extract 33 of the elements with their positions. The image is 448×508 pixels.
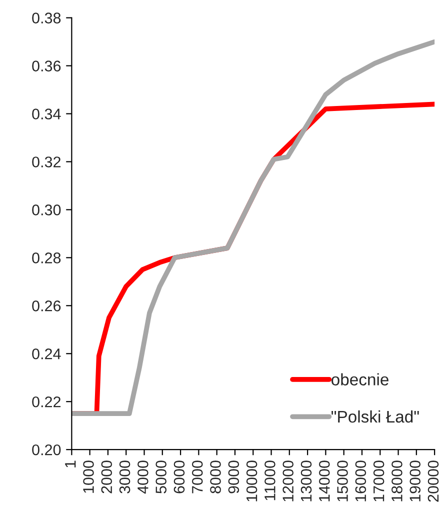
x-tick-label: 13000 bbox=[300, 460, 312, 502]
x-tick-label: 1000 bbox=[83, 460, 94, 493]
y-tick-label: 0.34 bbox=[32, 108, 61, 120]
x-tick-label: 12000 bbox=[282, 460, 294, 502]
x-tick-label: 3000 bbox=[119, 460, 130, 494]
x-tick-label: 16000 bbox=[355, 460, 366, 502]
y-tick-label: 0.36 bbox=[32, 60, 61, 72]
y-tick-label: 0.32 bbox=[32, 156, 60, 168]
legend-label: "Polski Ład" bbox=[332, 410, 419, 423]
x-tick-label: 7000 bbox=[192, 460, 203, 494]
x-tick-label: 2000 bbox=[101, 460, 112, 494]
x-tick-label: 17000 bbox=[373, 460, 384, 502]
x-tick-label: 1 bbox=[65, 460, 76, 468]
x-tick-label: 5000 bbox=[156, 460, 166, 494]
x-tick-label: 11000 bbox=[264, 460, 276, 500]
x-tick-label: 20000 bbox=[428, 460, 439, 502]
x-tick-label: 14000 bbox=[318, 460, 330, 502]
y-tick-label: 0.30 bbox=[32, 204, 61, 216]
legend-label: obecnie bbox=[332, 373, 388, 386]
x-tick-label: 15000 bbox=[337, 460, 348, 502]
x-tick-label: 18000 bbox=[392, 460, 402, 502]
y-tick-label: 0.24 bbox=[32, 348, 61, 360]
x-tick-label: 10000 bbox=[246, 460, 258, 502]
x-tick-label: 9000 bbox=[228, 460, 240, 494]
x-tick-label: 6000 bbox=[174, 460, 185, 494]
y-tick-label: 0.20 bbox=[32, 444, 61, 456]
x-tick-label: 4000 bbox=[138, 460, 148, 494]
y-tick-label: 0.22 bbox=[32, 396, 60, 408]
y-tick-label: 0.28 bbox=[32, 252, 61, 264]
x-tick-label: 8000 bbox=[210, 460, 221, 494]
y-tick-label: 0.38 bbox=[32, 12, 61, 24]
y-tick-label: 0.26 bbox=[32, 300, 61, 312]
x-tick-label: 19000 bbox=[410, 460, 421, 502]
